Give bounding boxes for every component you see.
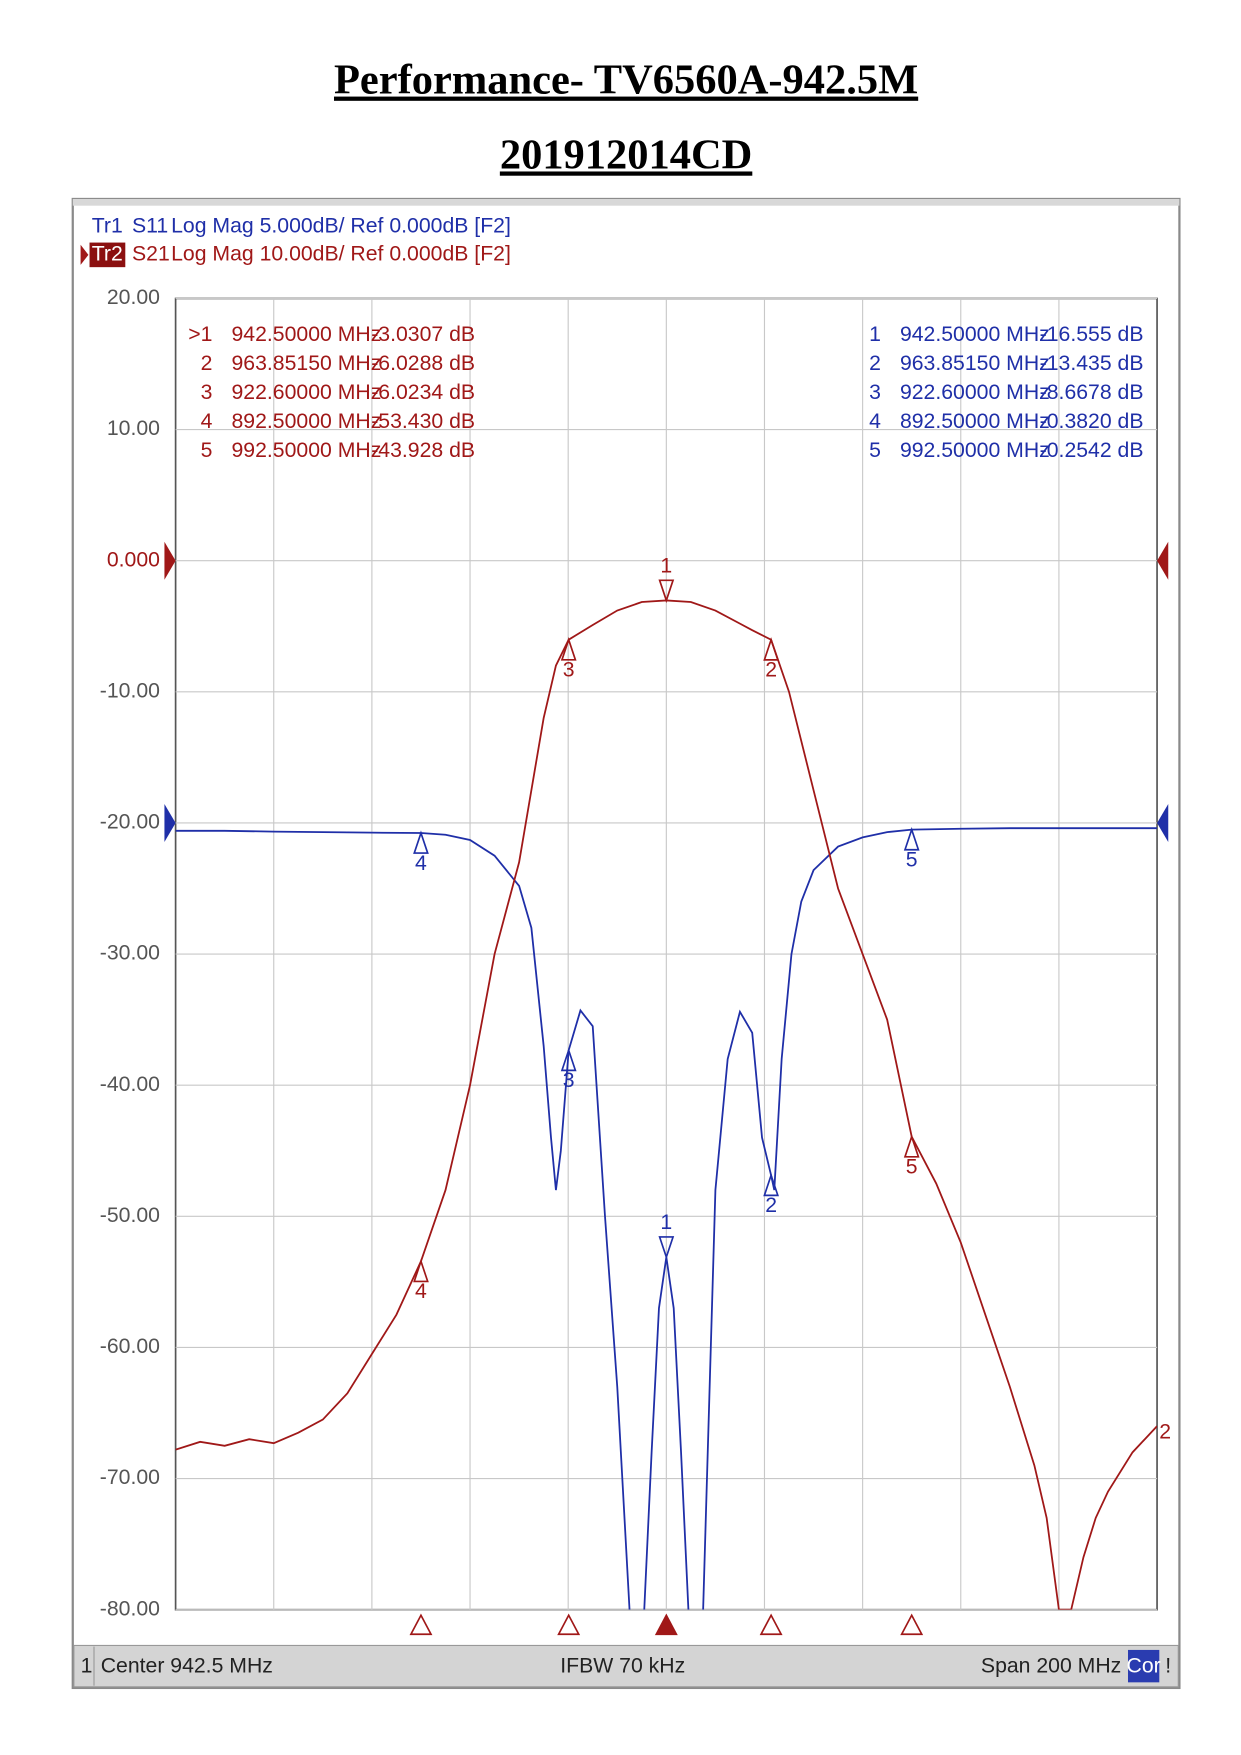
marker-tag: 5	[906, 849, 918, 872]
marker-value: -3.0307 dB	[371, 323, 475, 346]
marker-tag: 3	[563, 659, 575, 682]
status-bar	[73, 1644, 1179, 1688]
marker-value: -43.928 dB	[371, 439, 475, 462]
correction: Cor	[1127, 1654, 1161, 1677]
trace-format: Log Mag 5.000dB/ Ref 0.000dB [F2]	[171, 215, 511, 238]
screen-top	[72, 198, 1180, 206]
y-tick-label: -70.00	[100, 1466, 160, 1489]
marker-tag: 1	[660, 1211, 672, 1234]
status: !	[1165, 1654, 1171, 1677]
channel: 1	[81, 1654, 93, 1677]
stimulus-marker	[557, 1613, 581, 1636]
marker-value: -8.6678 dB	[1040, 381, 1144, 404]
marker-value: -0.2542 dB	[1040, 439, 1144, 462]
marker-value: -6.0234 dB	[371, 381, 475, 404]
marker-id: >1	[188, 323, 212, 346]
marker-id: 2	[201, 352, 213, 375]
marker-frequency: 992.50000 MHz	[900, 439, 1050, 462]
marker	[763, 1172, 779, 1197]
marker-id: 3	[869, 381, 881, 404]
cor-box	[1127, 1649, 1160, 1683]
marker	[763, 637, 779, 661]
y-tick-label: -40.00	[100, 1073, 160, 1096]
ref-arrow-right	[1157, 541, 1169, 580]
marker-value: -6.0288 dB	[371, 352, 475, 375]
marker-tag: 4	[415, 852, 427, 875]
active-trace-indicator	[80, 244, 89, 265]
marker-frequency: 922.60000 MHz	[900, 381, 1050, 404]
marker	[560, 1047, 577, 1072]
marker-frequency: 942.50000 MHz	[900, 323, 1050, 346]
marker	[413, 1258, 429, 1283]
marker-frequency: 892.50000 MHz	[231, 410, 381, 433]
trace-id: Tr1	[92, 215, 123, 238]
active-trace-box	[89, 242, 126, 268]
marker-id: 4	[201, 410, 213, 433]
stimulus-marker	[409, 1613, 433, 1636]
chart-title: Performance- TV6560A-942.5M	[334, 57, 918, 104]
center: Center 942.5 MHz	[101, 1654, 273, 1677]
marker	[903, 1134, 920, 1158]
ref-arrow-left	[164, 803, 176, 842]
marker-tag: 5	[906, 1156, 918, 1179]
marker-id: 2	[869, 352, 881, 375]
y-tick-label: -30.00	[100, 942, 160, 965]
trace-line	[175, 599, 1158, 1610]
ref-arrow-left	[164, 541, 176, 580]
y-tick-label: -60.00	[100, 1335, 160, 1358]
chart-subtitle: 201912014CD	[500, 131, 752, 178]
marker-value: -0.3820 dB	[1040, 410, 1144, 433]
y-tick-label: -20.00	[100, 811, 160, 834]
ifbw: IFBW 70 kHz	[560, 1654, 685, 1677]
marker-tag: 4	[415, 1280, 427, 1303]
y-tick-label: 10.00	[107, 417, 160, 440]
y-tick-label: 20.00	[107, 286, 160, 309]
marker-value: -13.435 dB	[1040, 352, 1144, 375]
marker	[903, 826, 920, 851]
stimulus-marker	[759, 1613, 783, 1636]
y-tick-label: -50.00	[100, 1204, 160, 1227]
marker-tag: 1	[660, 555, 672, 578]
marker-frequency: 892.50000 MHz	[900, 410, 1050, 433]
span: Span 200 MHz	[981, 1654, 1121, 1677]
trace-format: Log Mag 10.00dB/ Ref 0.000dB [F2]	[171, 242, 511, 265]
y-tick-label: -80.00	[100, 1597, 160, 1620]
marker	[658, 1236, 675, 1260]
marker-id: 5	[869, 439, 881, 462]
marker-id: 3	[201, 381, 213, 404]
marker-tag: 2	[765, 659, 777, 682]
marker-tag: 3	[563, 1069, 575, 1092]
ref-arrow-right	[1157, 803, 1169, 842]
grid	[175, 297, 1158, 1611]
stimulus-marker	[900, 1613, 924, 1636]
marker-frequency: 992.50000 MHz	[231, 439, 381, 462]
marker-value: -53.430 dB	[371, 410, 475, 433]
marker	[560, 637, 577, 661]
marker-frequency: 942.50000 MHz	[231, 323, 381, 346]
trace-id: Tr2	[92, 242, 123, 265]
marker-id: 5	[201, 439, 213, 462]
marker-value: -16.555 dB	[1040, 323, 1144, 346]
marker-frequency: 963.85150 MHz	[231, 352, 381, 375]
marker	[658, 579, 675, 604]
trace-end-label: 2	[1159, 1420, 1171, 1443]
marker	[413, 830, 429, 854]
marker-tag: 2	[765, 1194, 777, 1217]
marker-id: 1	[869, 323, 881, 346]
marker-id: 4	[869, 410, 881, 433]
trace-name: S21	[132, 242, 170, 265]
trace-name: S11	[132, 215, 168, 238]
marker-frequency: 963.85150 MHz	[900, 352, 1050, 375]
y-tick-label: 0.000	[107, 548, 160, 571]
stimulus-marker	[654, 1613, 678, 1636]
marker-frequency: 922.60000 MHz	[231, 381, 381, 404]
y-tick-label: -10.00	[100, 679, 160, 702]
